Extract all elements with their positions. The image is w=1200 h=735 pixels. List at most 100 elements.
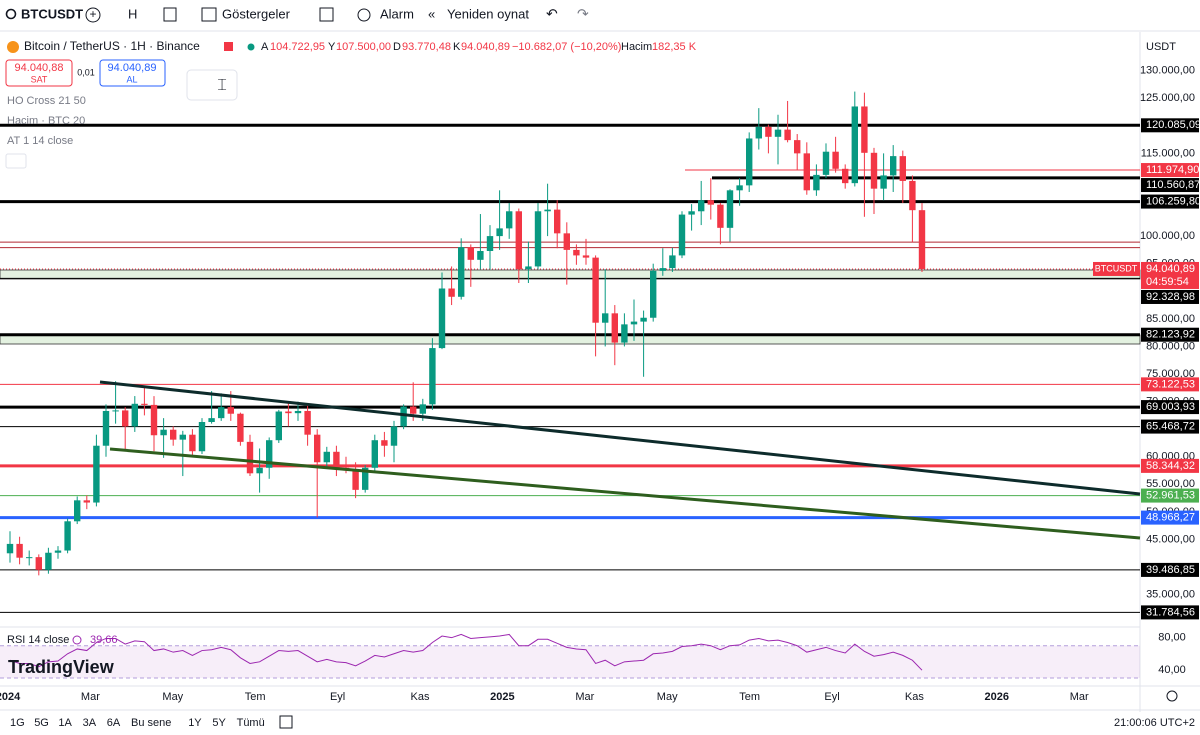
candle-body (563, 233, 570, 250)
indicator[interactable]: AT 1 14 close (7, 135, 73, 147)
candle-body (131, 403, 138, 427)
search-icon[interactable] (5, 8, 17, 20)
alert-button[interactable]: Alarm (380, 6, 414, 21)
spread: 0,01 (77, 67, 95, 77)
candle-body (93, 445, 100, 503)
candle-body (698, 200, 705, 212)
price-line-label: 31.784,56 (1146, 606, 1195, 618)
candle-body (544, 209, 551, 212)
candle-body (717, 204, 724, 228)
drawing-toolbar[interactable] (186, 69, 238, 101)
candle-body (909, 180, 916, 211)
symbol[interactable]: BTCUSDT (21, 6, 83, 21)
time-label: Tem (245, 691, 266, 703)
candle-body (189, 434, 196, 452)
time-label: Tem (739, 691, 760, 703)
candle-body (275, 411, 282, 441)
range-button[interactable]: 5Y (212, 717, 226, 729)
last-price-box (1141, 261, 1199, 289)
candle-body (179, 434, 186, 440)
candle-body (592, 257, 599, 323)
y-tick-label: 125.000,00 (1140, 92, 1195, 104)
range-button[interactable]: 5G (34, 717, 49, 729)
candle-body (842, 168, 849, 184)
time-label: 2026 (985, 691, 1009, 703)
candle-body (554, 209, 561, 234)
interval[interactable]: H (128, 6, 137, 21)
price-line-label-box (1141, 327, 1199, 342)
candle-body (448, 288, 455, 297)
candle-body (582, 255, 590, 258)
candle-body (726, 190, 734, 228)
undo[interactable]: ↶ (546, 6, 558, 22)
indicators-icon[interactable] (201, 7, 217, 22)
buy-button[interactable] (99, 59, 166, 87)
y-tick-label: 35.000,00 (1146, 589, 1195, 601)
candle-body (736, 185, 743, 191)
indicator[interactable]: Hacim · BTC 20 (7, 115, 85, 127)
candle-body (861, 106, 868, 153)
candle-body (390, 426, 398, 446)
sell-button[interactable] (5, 59, 73, 87)
add-symbol[interactable] (85, 7, 101, 23)
y-tick-label: 85.000,00 (1146, 313, 1195, 325)
replay-icon[interactable]: « (428, 6, 435, 21)
layouts-icon[interactable] (319, 7, 334, 22)
time-label: Kas (411, 691, 430, 703)
time-label: May (657, 691, 678, 703)
replay-button[interactable]: Yeniden oynat (447, 6, 529, 21)
indicator[interactable]: HO Cross 21 50 (7, 95, 86, 107)
candle-body (784, 129, 791, 141)
candle-body (26, 557, 33, 559)
time-label: 2025 (490, 691, 514, 703)
settings-icon[interactable] (1166, 690, 1178, 702)
candle-body (323, 451, 330, 463)
candle-body (477, 250, 484, 260)
collapse-button[interactable] (5, 153, 27, 169)
toolbar (0, 0, 1200, 31)
candle-body (371, 440, 378, 468)
range-button[interactable]: 1A (58, 717, 72, 729)
range-button[interactable]: Bu sene (131, 717, 171, 729)
price-line-label: 92.328,98 (1146, 291, 1195, 303)
high-value: 107.500,00 (336, 41, 391, 53)
symbol-tag-label: BTCUSDT (1095, 263, 1138, 273)
candle-body (218, 407, 225, 419)
range-button[interactable]: 6A (107, 717, 121, 729)
redo[interactable]: ↷ (577, 6, 589, 22)
cursor-tool[interactable]: ⌶ (217, 77, 227, 94)
range-button[interactable]: 1G (10, 717, 25, 729)
candle-body (304, 410, 311, 435)
candle-body (74, 500, 81, 522)
price-line-label-box (1141, 178, 1199, 193)
time-label: May (162, 691, 183, 703)
candle-body (170, 429, 177, 440)
candle-body (83, 500, 90, 503)
range-button[interactable]: 3A (83, 717, 97, 729)
rsi-settings-icon[interactable] (72, 635, 82, 645)
candle-body (362, 467, 369, 490)
candle-body (669, 255, 676, 269)
candle-body (573, 249, 580, 256)
candle-body (266, 440, 273, 468)
buy-price: 94.040,89 (108, 62, 157, 74)
rsi-tick-label: 80,00 (1158, 632, 1186, 644)
candle-body (832, 151, 839, 169)
date-range-icon[interactable] (279, 715, 293, 729)
range-button[interactable]: 1Y (188, 717, 202, 729)
chart-type-icon[interactable] (163, 7, 177, 22)
indicators-button[interactable]: Göstergeler (222, 6, 291, 21)
instrument-name: Bitcoin / TetherUS · 1H · Binance (24, 39, 200, 53)
candle-body (688, 211, 695, 215)
alert-icon[interactable] (357, 8, 371, 22)
rsi-value: 39,66 (90, 634, 118, 646)
currency[interactable]: USDT (1146, 41, 1176, 53)
candle-body (506, 211, 513, 229)
price-line-label-box (1141, 400, 1199, 415)
range-button[interactable]: Tümü (237, 717, 265, 729)
change: −10.682,07 (−10,20%) (512, 41, 621, 53)
price-line-label: 48.968,27 (1146, 512, 1195, 524)
candle-body (45, 552, 52, 570)
buy-label: AL (126, 74, 137, 84)
